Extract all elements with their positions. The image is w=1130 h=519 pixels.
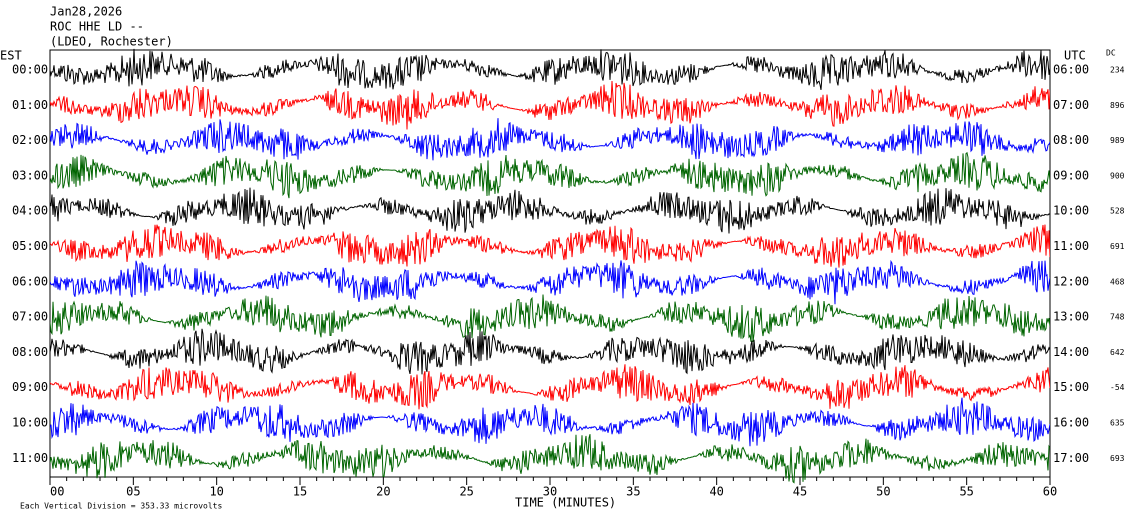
- x-axis-title: TIME (MINUTES): [515, 496, 616, 510]
- traces: [50, 48, 1050, 484]
- x-tick-label: 25: [459, 485, 473, 499]
- utc-label: 16:00: [1053, 416, 1089, 430]
- seismic-trace: [50, 328, 1050, 375]
- dc-title: DC: [1106, 49, 1116, 58]
- seismic-trace: [50, 364, 1050, 410]
- x-tick-label: 35: [626, 485, 640, 499]
- est-label: 01:00: [12, 98, 48, 112]
- seismic-trace: [50, 187, 1050, 234]
- utc-label: 12:00: [1053, 274, 1089, 288]
- est-label: 11:00: [12, 451, 48, 465]
- x-tick-label: 50: [876, 485, 890, 499]
- dc-value: 693: [1110, 454, 1125, 463]
- utc-label: 08:00: [1053, 133, 1089, 147]
- right-axis-title: UTC: [1064, 49, 1086, 63]
- seismic-trace: [50, 259, 1050, 305]
- x-tick-label: 60: [1043, 485, 1057, 499]
- x-tick-label: 45: [793, 485, 807, 499]
- utc-label: 07:00: [1053, 98, 1089, 112]
- footer: Each Vertical Division = 353.33 microvol…: [20, 502, 222, 511]
- plot-frame: [49, 49, 1051, 478]
- header-line: ROC HHE LD --: [50, 20, 144, 34]
- header-line: (LDEO, Rochester): [50, 35, 173, 49]
- x-tick-label: 05: [126, 485, 140, 499]
- dc-value: 989: [1110, 136, 1125, 145]
- x-tick-label: 15: [293, 485, 307, 499]
- est-label: 08:00: [12, 345, 48, 359]
- x-tick-label: 00: [50, 485, 64, 499]
- seismic-trace: [50, 397, 1050, 447]
- dc-value: 748: [1110, 313, 1125, 322]
- seismic-trace: [50, 294, 1050, 342]
- left-axis-title: EST: [0, 49, 22, 63]
- x-tick-label: 30: [543, 485, 557, 499]
- est-label: 02:00: [12, 133, 48, 147]
- utc-label: 10:00: [1053, 204, 1089, 218]
- x-tick-label: 10: [209, 485, 223, 499]
- dc-value: 468: [1110, 277, 1125, 286]
- x-tick-label: 40: [709, 485, 723, 499]
- est-label: 00:00: [12, 63, 48, 77]
- dc-value: 642: [1110, 348, 1125, 357]
- utc-label: 11:00: [1053, 239, 1089, 253]
- dc-value: 234: [1110, 66, 1125, 75]
- dc-value: 528: [1110, 207, 1125, 216]
- est-label: 04:00: [12, 204, 48, 218]
- dc-value: 635: [1110, 419, 1125, 428]
- dc-value: -54: [1110, 383, 1125, 392]
- est-label: 09:00: [12, 380, 48, 394]
- est-label: 10:00: [12, 416, 48, 430]
- seismic-trace: [50, 151, 1050, 199]
- utc-label: 15:00: [1053, 380, 1089, 394]
- dc-value: 900: [1110, 171, 1125, 180]
- utc-label: 17:00: [1053, 451, 1089, 465]
- est-label: 03:00: [12, 168, 48, 182]
- est-label: 05:00: [12, 239, 48, 253]
- dc-value: 691: [1110, 242, 1125, 251]
- seismic-trace: [50, 224, 1050, 268]
- utc-label: 14:00: [1053, 345, 1089, 359]
- x-tick-label: 20: [376, 485, 390, 499]
- est-label: 06:00: [12, 274, 48, 288]
- utc-label: 09:00: [1053, 168, 1089, 182]
- est-label: 07:00: [12, 310, 48, 324]
- dc-value: 896: [1110, 101, 1125, 110]
- utc-label: 13:00: [1053, 310, 1089, 324]
- utc-label: 06:00: [1053, 63, 1089, 77]
- x-tick-label: 55: [959, 485, 973, 499]
- seismic-trace: [50, 118, 1050, 161]
- header-line: Jan28,2026: [50, 5, 122, 19]
- seismic-trace: [50, 80, 1050, 130]
- seismic-trace: [50, 434, 1050, 484]
- seismic-trace: [50, 48, 1050, 90]
